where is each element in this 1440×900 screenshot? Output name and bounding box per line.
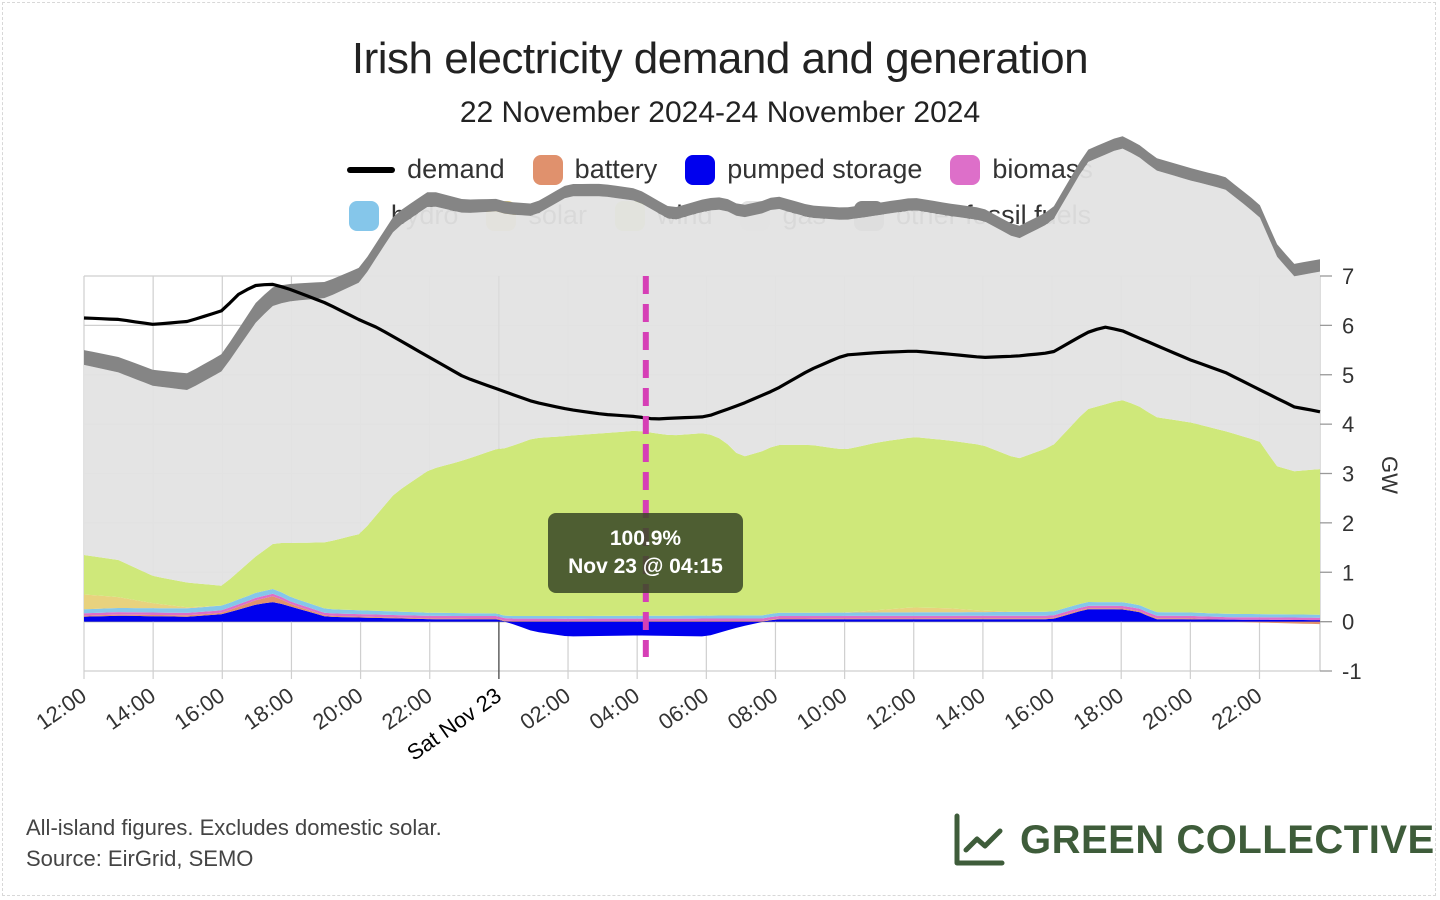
x-tick-label: 20:00: [1138, 683, 1197, 735]
demand-line: [83, 282, 1321, 421]
area-gas: [84, 148, 1320, 586]
x-tick-label: 10:00: [792, 683, 851, 735]
x-tick-label: 04:00: [585, 683, 644, 735]
legend-label-demand: demand: [407, 154, 505, 184]
legend-item-pumped-storage[interactable]: pumped storage: [685, 154, 922, 185]
legend-label-pumped-storage: pumped storage: [727, 154, 923, 184]
x-tick-label: 12:00: [31, 683, 90, 735]
tooltip-value: 100.9%: [609, 527, 682, 550]
legend-swatch-battery: [532, 154, 563, 185]
y-tick-label: 0: [1342, 610, 1354, 635]
brand-name: GREEN COLLECTIVE: [1020, 817, 1435, 862]
legend-label-battery: battery: [574, 154, 658, 184]
y-tick-label: 6: [1342, 313, 1354, 338]
x-tick-label: 02:00: [515, 683, 574, 735]
y-tick-label: -1: [1342, 659, 1362, 684]
hover-tooltip: 100.9% Nov 23 @ 04:15: [548, 513, 743, 593]
area-hydro: [84, 589, 1320, 619]
legend-swatch-hydro: [348, 200, 379, 231]
x-tick-label: 14:00: [930, 683, 989, 735]
area-wind: [84, 400, 1320, 616]
x-tick-label: 16:00: [999, 683, 1058, 735]
legend-swatch-pumped-storage: [685, 154, 716, 185]
tooltip-time: Nov 23 @ 04:15: [568, 555, 723, 578]
footer-line-2: Source: EirGrid, SEMO: [26, 846, 254, 871]
legend-swatch-demand: [347, 166, 396, 173]
legend-swatch-biomass: [950, 154, 981, 185]
area-pumped-storage-negative: [84, 621, 1320, 637]
y-axis-label: GW: [1377, 456, 1402, 494]
x-tick-label: 18:00: [1069, 683, 1128, 735]
area-biomass: [84, 593, 1320, 622]
y-tick-label: 7: [1342, 264, 1354, 289]
x-tick-label: 06:00: [654, 683, 713, 735]
y-tick-label: 3: [1342, 462, 1354, 487]
legend-item-demand[interactable]: demand: [347, 154, 505, 185]
brand-logo[interactable]: GREEN COLLECTIVE: [952, 812, 1435, 868]
area-other-fossil-fuels: [84, 136, 1320, 390]
x-tick-label: 08:00: [723, 683, 782, 735]
y-tick-label: 2: [1342, 511, 1354, 536]
x-tick-label: 12:00: [861, 683, 920, 735]
area-battery: [84, 596, 1320, 622]
legend-row-1: demand battery pumped storage biomass: [0, 154, 1440, 185]
x-tick-label: 14:00: [101, 683, 160, 735]
x-tick-label: 20:00: [308, 683, 367, 735]
y-tick-label: 5: [1342, 363, 1354, 388]
x-tick-label: 16:00: [170, 683, 229, 735]
area-pumped-storage: [84, 602, 1320, 622]
footer-line-1: All-island figures. Excludes domestic so…: [26, 815, 442, 840]
y-tick-label: 1: [1342, 560, 1354, 585]
y-tick-label: 4: [1342, 412, 1354, 437]
x-tick-label: 18:00: [239, 683, 298, 735]
footer-note: All-island figures. Excludes domestic so…: [26, 812, 442, 874]
line-chart-logo-icon: [954, 813, 1005, 866]
legend-item-battery[interactable]: battery: [532, 154, 658, 185]
chart-title: Irish electricity demand and generation: [351, 34, 1089, 83]
x-tick-label: 22:00: [1207, 683, 1266, 735]
chart-subtitle: 22 November 2024-24 November 2024: [459, 96, 981, 129]
